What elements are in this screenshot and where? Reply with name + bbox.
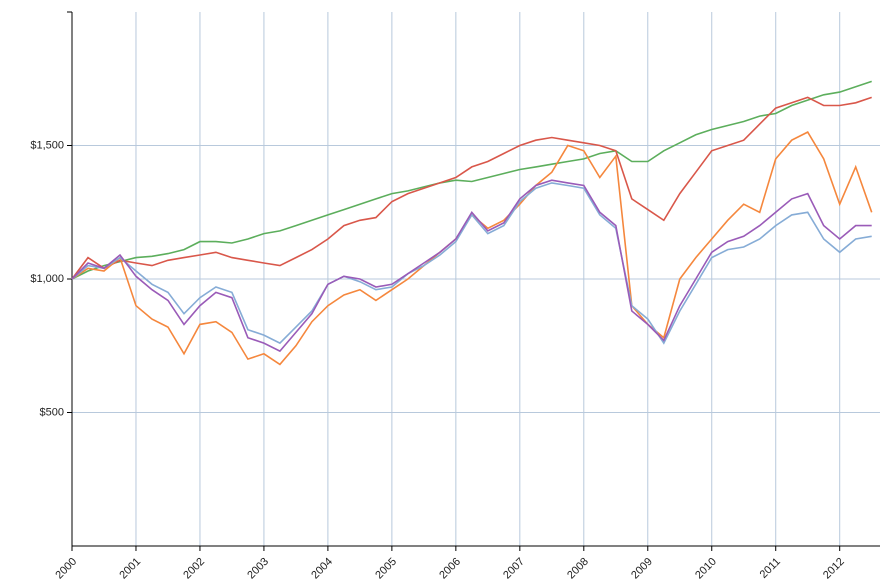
x-tick-label: 2001 [117, 556, 143, 582]
x-tick-label: 2006 [437, 556, 463, 582]
x-tick-label: 2003 [245, 556, 271, 582]
x-tick-label: 2010 [693, 556, 719, 582]
y-tick-label: $1,500 [30, 139, 64, 151]
series-line [71, 96, 872, 280]
series-line [71, 179, 872, 353]
x-tick-label: 2011 [758, 556, 783, 581]
y-tick-label: $1,000 [30, 273, 64, 285]
y-tick-label: $500 [40, 406, 64, 418]
x-tick-label: 2009 [629, 556, 655, 582]
x-tick-label: 2012 [821, 556, 847, 582]
x-tick-label: 2005 [373, 556, 399, 582]
x-tick-label: 2000 [53, 556, 79, 582]
x-tick-label: 2004 [309, 556, 335, 582]
x-tick-label: 2007 [501, 556, 527, 582]
series-line [71, 182, 872, 345]
x-tick-label: 2008 [565, 556, 591, 582]
x-tick-label: 2002 [181, 556, 207, 582]
series-line [71, 80, 872, 280]
